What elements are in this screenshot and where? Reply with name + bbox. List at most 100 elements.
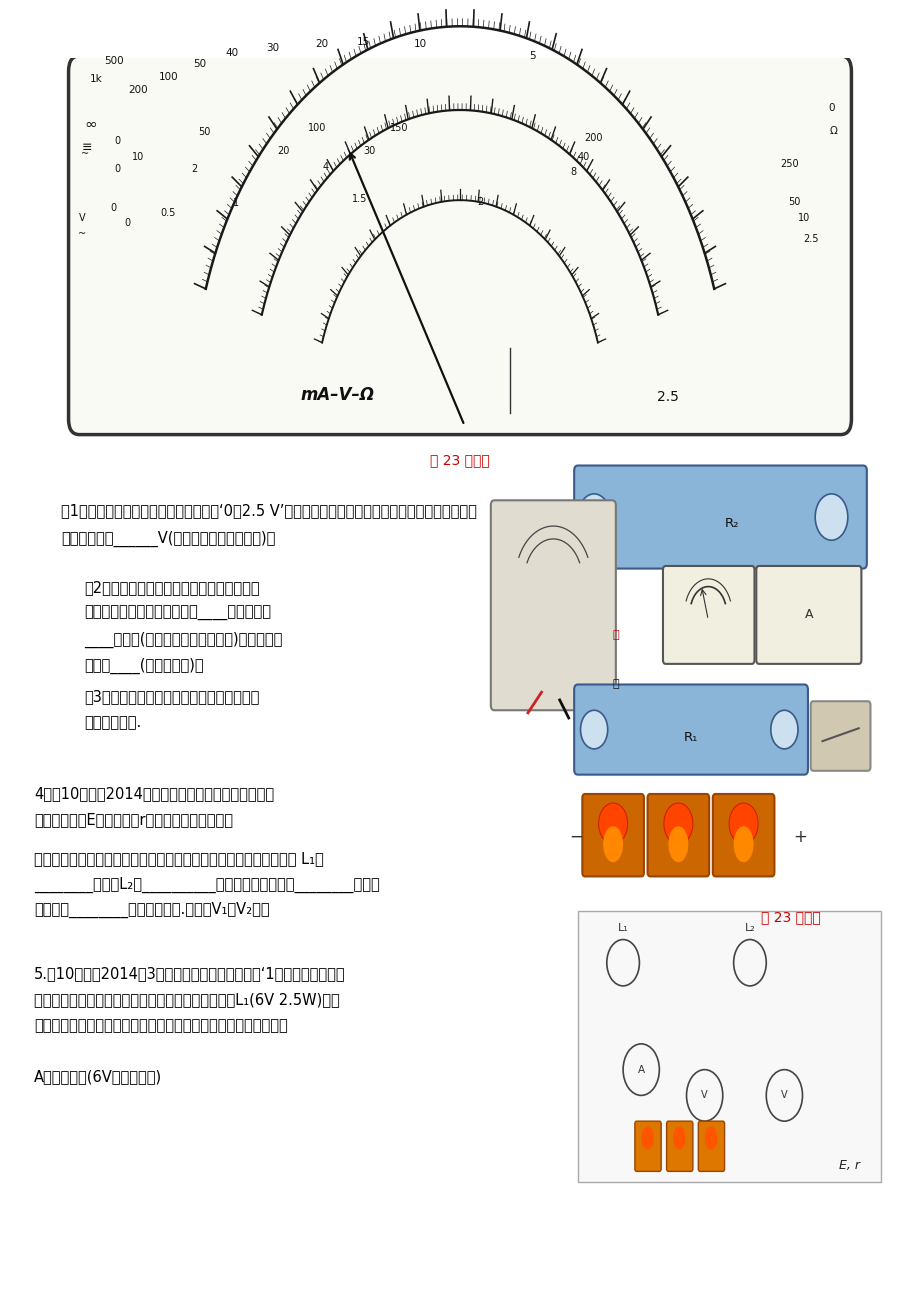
FancyBboxPatch shape bbox=[698, 1121, 724, 1172]
Text: +: + bbox=[792, 828, 806, 845]
Text: A: A bbox=[804, 608, 812, 621]
Text: 50: 50 bbox=[788, 197, 800, 207]
Circle shape bbox=[814, 493, 847, 540]
Text: 5.（10分）（2014年3月江苏省四市教学情况调研‘1）某物理学习小组: 5.（10分）（2014年3月江苏省四市教学情况调研‘1）某物理学习小组 bbox=[34, 966, 346, 982]
Text: 200: 200 bbox=[584, 134, 602, 143]
Ellipse shape bbox=[732, 827, 753, 862]
Text: 150: 150 bbox=[390, 124, 408, 133]
Text: （1）该小组同学先用多用电表直流电压‘0～2.5 V’档，粗测了电池组的电动势，指针稳定时如图甲所: （1）该小组同学先用多用电表直流电压‘0～2.5 V’档，粗测了电池组的电动势，… bbox=[62, 503, 477, 518]
Text: 电表，当闭合开关，将滑动变阻器的触片由左端向右端滑动时，灯泡 L₁变: 电表，当闭合开关，将滑动变阻器的触片由左端向右端滑动时，灯泡 L₁变 bbox=[34, 850, 323, 866]
Text: 黑: 黑 bbox=[611, 680, 618, 689]
Text: 4．（10分）（2014浙江省六市六校联考）如图所示，: 4．（10分）（2014浙江省六市六校联考）如图所示， bbox=[34, 786, 274, 801]
Text: L₂: L₂ bbox=[743, 923, 754, 932]
Text: 5: 5 bbox=[528, 51, 535, 61]
Text: −: − bbox=[569, 828, 583, 845]
Ellipse shape bbox=[598, 803, 627, 844]
Circle shape bbox=[580, 711, 607, 749]
Text: 内阻，采用伏安法测量，应选____测电压，选: 内阻，采用伏安法测量，应选____测电压，选 bbox=[84, 605, 271, 621]
Text: 电源电动势为E，内电阻为r，两电压表可看作理想: 电源电动势为E，内电阻为r，两电压表可看作理想 bbox=[34, 812, 233, 827]
FancyBboxPatch shape bbox=[634, 1121, 661, 1172]
Text: 0: 0 bbox=[827, 103, 834, 112]
Text: 0: 0 bbox=[114, 164, 120, 174]
Bar bbox=[7, 7, 912, 59]
Text: 10: 10 bbox=[414, 39, 426, 49]
Text: 示，其示数为______V(结果保留两位有效数字)；: 示，其示数为______V(结果保留两位有效数字)； bbox=[62, 531, 276, 547]
Text: 15: 15 bbox=[356, 36, 369, 47]
Text: 30: 30 bbox=[363, 146, 375, 156]
Text: ____测电流(填电表名称和所选量程)；滑动变阻: ____测电流(填电表名称和所选量程)；滑动变阻 bbox=[84, 631, 282, 648]
Text: A: A bbox=[637, 1065, 644, 1074]
Text: 2: 2 bbox=[191, 164, 198, 174]
Text: 100: 100 bbox=[158, 72, 178, 82]
FancyBboxPatch shape bbox=[582, 794, 643, 876]
Text: A．直流电源(6V，内阻不知): A．直流电源(6V，内阻不知) bbox=[34, 1070, 162, 1085]
Text: 100: 100 bbox=[307, 124, 325, 133]
Text: 上连接实物图.: 上连接实物图. bbox=[84, 715, 141, 730]
Text: 红: 红 bbox=[611, 630, 618, 641]
Text: 0: 0 bbox=[124, 219, 130, 228]
Text: 1: 1 bbox=[233, 198, 239, 208]
FancyBboxPatch shape bbox=[573, 685, 807, 775]
Ellipse shape bbox=[603, 827, 622, 862]
Text: ~: ~ bbox=[78, 229, 86, 238]
FancyBboxPatch shape bbox=[647, 794, 709, 876]
Text: 8: 8 bbox=[570, 167, 575, 177]
Text: 2: 2 bbox=[476, 197, 482, 207]
Bar bbox=[7, 1269, 912, 1295]
Text: 40: 40 bbox=[225, 48, 238, 59]
Ellipse shape bbox=[704, 1126, 717, 1150]
Text: 器应选____(填电阻符号)；: 器应选____(填电阻符号)； bbox=[84, 658, 203, 673]
Text: 200: 200 bbox=[129, 85, 148, 95]
Text: ~: ~ bbox=[81, 148, 89, 159]
Text: 0: 0 bbox=[110, 203, 117, 214]
Text: R₂: R₂ bbox=[724, 517, 738, 530]
Text: 2.5: 2.5 bbox=[802, 234, 818, 243]
FancyBboxPatch shape bbox=[712, 794, 774, 876]
FancyBboxPatch shape bbox=[663, 566, 754, 664]
Text: Ω: Ω bbox=[829, 126, 836, 135]
Ellipse shape bbox=[664, 803, 692, 844]
Text: ________，灯泡L₂变__________。（选填亮或暗）。________表的读: ________，灯泡L₂变__________。（选填亮或暗）。_______… bbox=[34, 876, 380, 893]
Text: 0.5: 0.5 bbox=[161, 208, 176, 219]
Text: 1.5: 1.5 bbox=[351, 194, 367, 204]
Text: ∞: ∞ bbox=[84, 117, 96, 133]
Text: 安特性曲线，要求多次测量尽可能减小实验误差，备有下列器材：: 安特性曲线，要求多次测量尽可能减小实验误差，备有下列器材： bbox=[34, 1018, 288, 1032]
Text: 500: 500 bbox=[104, 56, 123, 66]
Ellipse shape bbox=[729, 803, 757, 844]
Text: 250: 250 bbox=[779, 159, 799, 169]
Text: 的同学在研究性学习过程中，用伏安法研究某种灯泡L₁(6V 2.5W)的伏: 的同学在研究性学习过程中，用伏安法研究某种灯泡L₁(6V 2.5W)的伏 bbox=[34, 992, 339, 1008]
Text: mA–V–Ω: mA–V–Ω bbox=[301, 385, 374, 404]
Text: 30: 30 bbox=[266, 43, 278, 53]
FancyBboxPatch shape bbox=[573, 466, 866, 569]
FancyBboxPatch shape bbox=[490, 500, 615, 711]
FancyBboxPatch shape bbox=[755, 566, 860, 664]
FancyBboxPatch shape bbox=[69, 56, 850, 435]
Text: ≡: ≡ bbox=[82, 141, 92, 154]
Text: 0: 0 bbox=[114, 137, 120, 146]
Text: 50: 50 bbox=[199, 128, 210, 137]
Text: 第 23 题图乙: 第 23 题图乙 bbox=[760, 910, 820, 924]
Text: 40: 40 bbox=[577, 151, 590, 161]
Text: V: V bbox=[79, 214, 85, 224]
Text: 2.5: 2.5 bbox=[657, 389, 678, 404]
Circle shape bbox=[770, 711, 797, 749]
Text: （3）请根据以上要求在与图乙对应的答题卡: （3）请根据以上要求在与图乙对应的答题卡 bbox=[84, 690, 259, 704]
Ellipse shape bbox=[668, 827, 687, 862]
Text: 4: 4 bbox=[323, 161, 329, 172]
FancyBboxPatch shape bbox=[810, 702, 869, 771]
Text: V: V bbox=[780, 1090, 787, 1100]
Text: 20: 20 bbox=[277, 146, 289, 156]
Text: V: V bbox=[700, 1090, 708, 1100]
Text: 1k: 1k bbox=[89, 74, 102, 85]
Text: 10: 10 bbox=[132, 151, 144, 161]
Text: （2）为了更精确地测量该电池组的电动势和: （2）为了更精确地测量该电池组的电动势和 bbox=[84, 581, 259, 595]
Ellipse shape bbox=[641, 1126, 653, 1150]
Circle shape bbox=[577, 493, 609, 540]
FancyBboxPatch shape bbox=[577, 911, 880, 1182]
Text: 50: 50 bbox=[193, 59, 206, 69]
Text: 数变小，________表的读数变大.（选填V₁或V₂）。: 数变小，________表的读数变大.（选填V₁或V₂）。 bbox=[34, 902, 269, 918]
Text: E, r: E, r bbox=[838, 1159, 859, 1172]
Text: 20: 20 bbox=[314, 39, 327, 49]
Text: 10: 10 bbox=[798, 214, 810, 224]
Text: L₁: L₁ bbox=[617, 923, 628, 932]
